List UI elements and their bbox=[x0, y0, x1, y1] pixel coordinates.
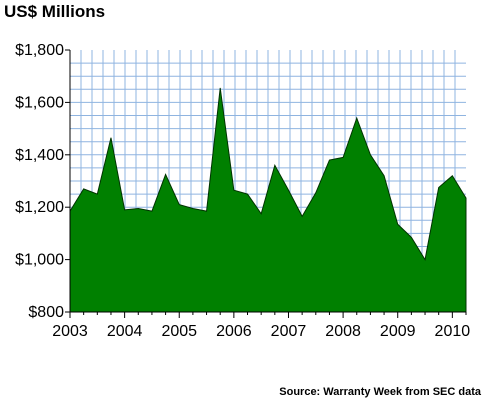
x-tick-label: 2007 bbox=[271, 323, 307, 340]
y-axis-labels: $800 $1,000 $1,200 $1,400 $1,600 $1,800 bbox=[15, 42, 64, 321]
x-axis-labels: 2003 2004 2005 2006 2007 2008 2009 2010 bbox=[52, 323, 470, 340]
chart-title: US$ Millions bbox=[4, 2, 106, 21]
y-tick-label: $1,800 bbox=[15, 42, 64, 59]
axes bbox=[65, 49, 467, 318]
x-tick-label: 2009 bbox=[380, 323, 416, 340]
x-tick-label: 2008 bbox=[325, 323, 361, 340]
source-note: Source: Warranty Week from SEC data bbox=[279, 386, 481, 398]
area-layer bbox=[69, 87, 467, 313]
y-tick-label: $1,000 bbox=[15, 252, 64, 269]
y-tick-label: $1,400 bbox=[15, 147, 64, 164]
y-tick-label: $1,200 bbox=[15, 199, 64, 216]
area-series bbox=[69, 87, 467, 313]
x-tick-label: 2004 bbox=[107, 323, 143, 340]
y-tick-label: $1,600 bbox=[15, 94, 64, 111]
x-tick-label: 2006 bbox=[216, 323, 252, 340]
x-tick-label: 2010 bbox=[435, 323, 471, 340]
y-tick-label: $800 bbox=[28, 304, 64, 321]
x-tick-label: 2005 bbox=[161, 323, 197, 340]
x-tick-label: 2003 bbox=[52, 323, 88, 340]
